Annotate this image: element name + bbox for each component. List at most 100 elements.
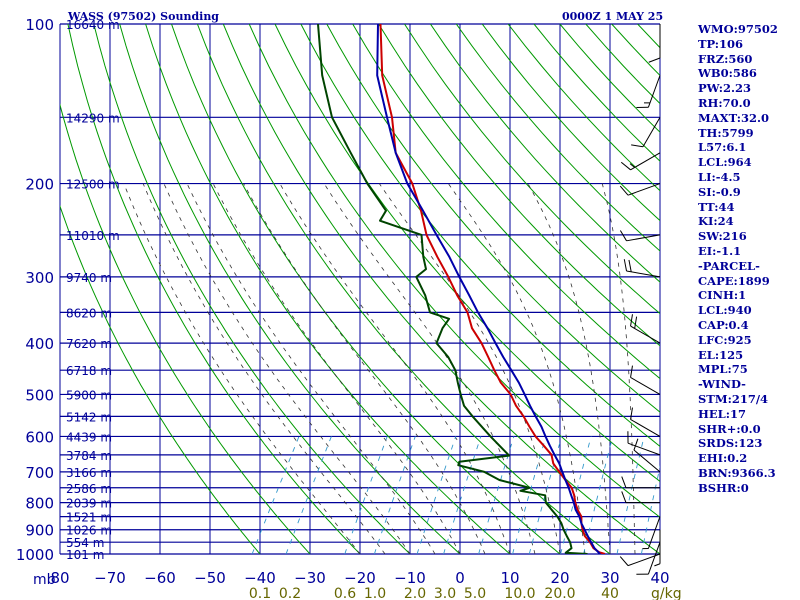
profile-lines (317, 24, 606, 554)
mixing-ratio-line (640, 464, 660, 554)
temperature-tick-label: −10 (394, 569, 426, 587)
moist-adiabat (659, 517, 660, 554)
dry-adiabat (60, 103, 311, 554)
moist-adiabat (142, 183, 386, 554)
sounding-index: TP:106 (698, 36, 744, 51)
wind-barb-flag (629, 163, 635, 168)
pressure-tick-label: 1000 (16, 546, 54, 564)
wind-barb-staff (647, 75, 661, 108)
dry-adiabat (67, 24, 361, 554)
wind-barb-flag (619, 185, 629, 196)
mixing-ratio-line (251, 436, 300, 554)
height-label: 11010 m (66, 229, 120, 243)
temperature-tick-label: 40 (650, 569, 669, 587)
height-label: 8620 m (66, 306, 112, 320)
wind-barb-flag (619, 556, 629, 566)
wind-barb-flag (621, 476, 627, 488)
temperature-tick-label: −30 (294, 569, 326, 587)
sounding-index: BRN:9366.3 (698, 465, 776, 480)
sounding-index: L57:6.1 (698, 140, 747, 155)
wind-barb-flag (623, 259, 628, 272)
wind-barb-flag (630, 407, 633, 420)
wind-barb (633, 438, 661, 473)
temperature-tick-label: −60 (144, 569, 176, 587)
pressure-unit-label: mb (33, 572, 56, 588)
mixing-ratio-label: 0.6 (334, 586, 356, 600)
mixing-ratio-line (373, 436, 416, 554)
mixing-ratio-labels: 0.1 0.2 0.6 1.0 2.0 3.0 5.0 10.0 20.0 40 (249, 586, 619, 600)
wind-barb (621, 491, 660, 504)
wind-barb (619, 183, 661, 196)
temperature-tick-label: 20 (550, 569, 569, 587)
wind-barb-staff (647, 516, 661, 549)
sounding-index: LFC:925 (698, 332, 752, 347)
dry-adiabat (93, 24, 411, 554)
height-label: 3166 m (66, 466, 112, 480)
sounding-index: BSHR:0 (698, 480, 749, 495)
sounding-index: EL:125 (698, 347, 744, 362)
wind-barb (620, 152, 661, 171)
moist-adiabat (243, 183, 486, 554)
height-label: 12500 m (66, 178, 120, 192)
mixing-ratio-lines (251, 436, 660, 554)
sounding-index: CAP:0.4 (698, 317, 749, 332)
dry-adiabat (300, 24, 660, 448)
moist-adiabat (212, 183, 461, 554)
temperature-tick-labels: 80 −70 −60 −50 −40 −30 −20 −10 0 10 20 30 40 (50, 569, 669, 587)
wind-barb (630, 314, 661, 344)
sounding-index: FRZ:560 (698, 51, 753, 66)
height-label: 14290 m (66, 111, 120, 125)
wind-barb-flag (628, 259, 632, 272)
height-label: 9740 m (66, 271, 112, 285)
wind-barb-column (619, 24, 661, 575)
wind-barb-staff (627, 442, 661, 456)
wind-barb-staff (633, 449, 661, 473)
temperature-tick-label: −20 (344, 569, 376, 587)
wind-barb-staff (630, 152, 661, 171)
height-label: 3784 m (66, 449, 112, 463)
sounding-index: TH:5799 (698, 125, 754, 140)
dry-adiabat (793, 24, 800, 554)
sounding-index: MAXT:32.0 (698, 110, 769, 125)
wind-barb-staff (647, 542, 661, 575)
moist-adiabat (163, 183, 411, 554)
wind-barb-flag (630, 365, 633, 378)
mixing-ratio-label: 10.0 (504, 586, 535, 600)
height-label: 1026 m (66, 524, 112, 538)
wind-barb-flag (633, 438, 639, 451)
dry-adiabat (196, 24, 611, 554)
mixing-ratio-line (616, 436, 645, 554)
wind-barb-flag (654, 563, 661, 567)
wind-barb-staff (626, 234, 661, 242)
pressure-tick-label: 700 (25, 464, 54, 482)
dry-adiabat (222, 24, 660, 554)
dry-adiabat (248, 24, 660, 518)
temperature-tick-label: −50 (194, 569, 226, 587)
mixing-ratio-label: 0.1 (249, 586, 271, 600)
mixing-ratio-label: 20.0 (544, 586, 575, 600)
temperature-tick-label: 80 (50, 569, 69, 587)
wind-barb-staff (630, 325, 661, 344)
moist-adiabat (123, 183, 361, 554)
sounding-index: STM:217/4 (698, 391, 769, 406)
pressure-tick-label: 200 (25, 176, 54, 194)
mixing-ratio-line (560, 436, 592, 554)
moist-adiabat (378, 183, 561, 554)
sounding-index: PW:2.23 (698, 81, 752, 96)
sounding-index: EI:-1.1 (698, 243, 742, 258)
mixing-ratio-label: 5.0 (464, 586, 486, 600)
wind-barb-flag (630, 314, 633, 327)
mixing-ratio-label: 1.0 (364, 586, 386, 600)
sounding-index: KI:24 (698, 214, 734, 229)
wind-barb (619, 230, 661, 242)
mixing-ratio-unit-label: g/kg (651, 586, 682, 600)
temperature-tick-label: 30 (600, 569, 619, 587)
height-label: 2039 m (66, 497, 112, 511)
height-label: 554 m (66, 536, 104, 550)
height-label: 101 m (66, 548, 104, 562)
moist-adiabat (601, 183, 636, 554)
mixing-ratio-label: 3.0 (434, 586, 456, 600)
sounding-index: WMO:97502 (698, 22, 778, 36)
pressure-tick-label: 300 (25, 269, 54, 287)
